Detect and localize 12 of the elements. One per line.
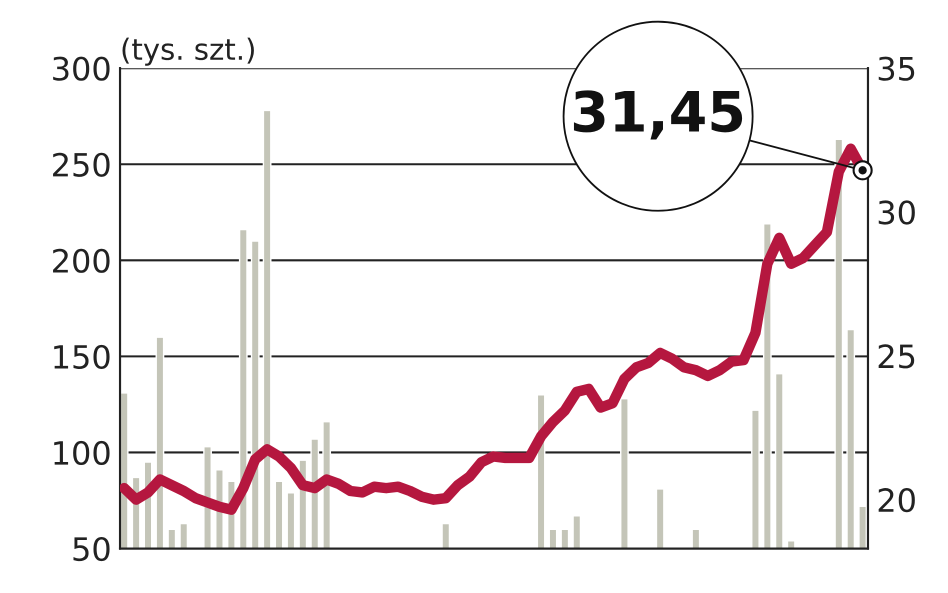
annotation: 31,45: [574, 90, 742, 140]
y2-tick-label: 20: [878, 488, 915, 512]
y-tick-label: 300: [53, 56, 110, 81]
y-axis-title: (tys. szt.): [122, 38, 254, 66]
y-tick-label: 50: [74, 536, 110, 562]
y-tick-label: 150: [54, 344, 110, 369]
y-tick-label: 250: [53, 152, 110, 177]
y-tick-label: 100: [54, 440, 110, 466]
y2-tick-label: 25: [878, 344, 914, 368]
y2-tick-label: 30: [878, 200, 915, 225]
y-tick-label: 200: [53, 248, 110, 273]
y2-tick-label: 35: [878, 56, 914, 81]
